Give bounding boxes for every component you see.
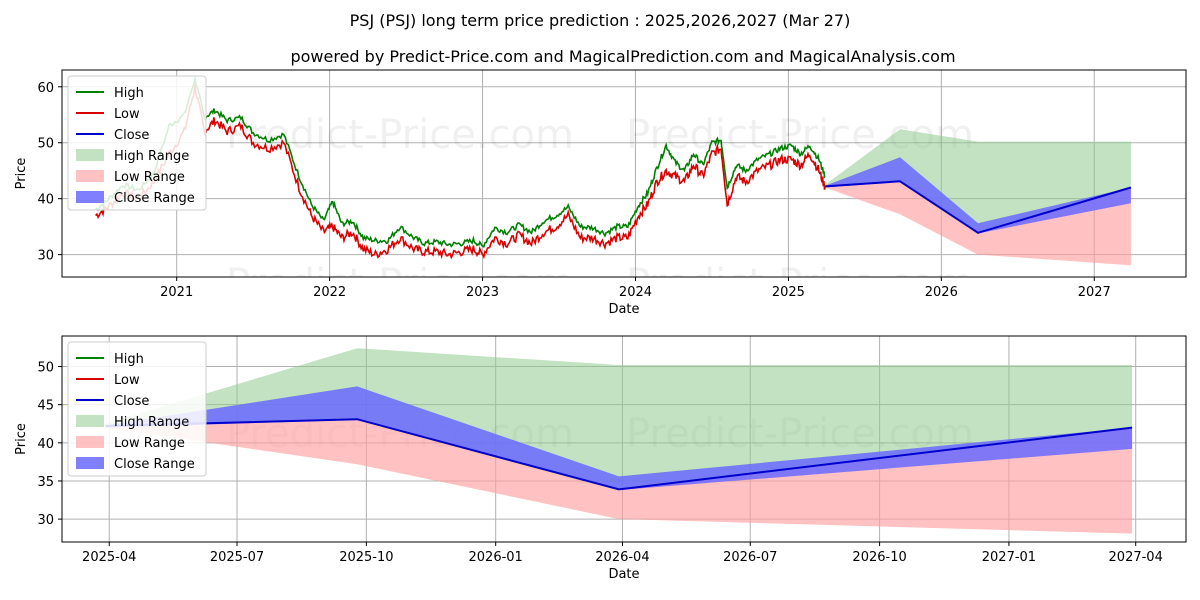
x-tick-label: 2022	[313, 285, 346, 300]
x-tick-label: 2026-10	[852, 550, 906, 565]
legend-close-range-swatch	[76, 191, 104, 203]
legend-close-label: Close	[114, 128, 149, 143]
legend-high-label: High	[114, 352, 144, 367]
low-range-area	[825, 181, 1131, 266]
legend-close-range-label: Close Range	[114, 457, 195, 472]
y-tick-label: 35	[37, 475, 54, 490]
watermark-text: Predict-Price.com	[226, 261, 574, 307]
x-tick-label: 2025-10	[339, 550, 393, 565]
x-tick-label: 2024	[619, 285, 652, 300]
x-tick-label: 2023	[466, 285, 499, 300]
x-tick-label: 2025-04	[82, 550, 136, 565]
ticks: 2025-04 2025-07 2025-10 2026-01 2026-04 2026-…	[37, 361, 1162, 565]
close-range-area	[825, 157, 1131, 234]
x-tick-label: 2026-07	[723, 550, 777, 565]
chart-subtitle: powered by Predict-Price.com and Magical…	[290, 47, 955, 66]
x-tick-label: 2027	[1078, 285, 1111, 300]
watermark-text: Predict-Price.com	[626, 261, 974, 307]
legend-close-label: Close	[114, 394, 149, 409]
y-axis-label: Price	[14, 158, 29, 190]
legend-low-range-swatch	[76, 436, 104, 448]
legend: High Low Close High Range Low Range Close Ran…	[67, 75, 207, 211]
chart-panel-2: Predict-Price.comPredict-Price.com2025-0…	[14, 335, 1187, 582]
x-tick-label: 2027-04	[1109, 550, 1163, 565]
watermark-text: Predict-Price.com	[226, 112, 574, 158]
legend-low-label: Low	[114, 107, 140, 122]
y-tick-label: 50	[37, 361, 54, 376]
y-tick-label: 40	[37, 437, 54, 452]
legend-high-range-swatch	[76, 415, 104, 427]
close-forecast-line	[825, 180, 1132, 234]
legend-close-range-label: Close Range	[114, 191, 195, 206]
y-tick-label: 50	[37, 137, 54, 152]
legend-low-range-label: Low Range	[114, 170, 185, 185]
x-tick-label: 2026	[925, 285, 958, 300]
axes-frame	[61, 335, 1187, 543]
chart-panel-1: Predict-Price.com Predict-Price.com Predic…	[14, 69, 1187, 317]
axes-frame	[61, 69, 1187, 278]
legend-low-range-label: Low Range	[114, 436, 185, 451]
low-range-area	[105, 419, 1133, 534]
legend-high-range-swatch	[76, 149, 104, 161]
close-forecast-line	[105, 418, 1133, 491]
chart-title: PSJ (PSJ) long term price prediction : 2…	[350, 11, 851, 30]
low-history-line	[95, 84, 826, 260]
legend-high-label: High	[114, 86, 144, 101]
y-tick-label: 40	[37, 193, 54, 208]
legend-low-label: Low	[114, 373, 140, 388]
x-axis-label: Date	[608, 302, 639, 317]
x-axis-label: Date	[608, 567, 639, 582]
high-history-line	[95, 76, 826, 249]
legend-low-range-swatch	[76, 170, 104, 182]
x-tick-label: 2027-01	[982, 550, 1036, 565]
legend: High Low Close High Range Low Range Close Ran…	[67, 341, 207, 477]
x-tick-label: 2026-01	[469, 550, 523, 565]
y-axis-label: Price	[14, 423, 29, 455]
x-tick-label: 2026-04	[595, 550, 649, 565]
legend-close-range-swatch	[76, 457, 104, 469]
x-tick-label: 2021	[160, 285, 193, 300]
x-tick-label: 2025-07	[210, 550, 264, 565]
legend-high-range-label: High Range	[114, 149, 189, 164]
y-tick-label: 60	[37, 81, 54, 96]
close-range-area	[105, 386, 1133, 491]
ticks: 2021 2022 2023 2024 2025 2026 2027 30 40 50 60	[37, 81, 1110, 300]
y-tick-label: 45	[37, 399, 54, 414]
y-tick-label: 30	[37, 249, 54, 264]
legend-high-range-label: High Range	[114, 415, 189, 430]
y-tick-label: 30	[37, 513, 54, 528]
x-tick-label: 2025	[772, 285, 805, 300]
plot-area: Predict-Price.com Predict-Price.com Predic…	[95, 76, 1132, 307]
